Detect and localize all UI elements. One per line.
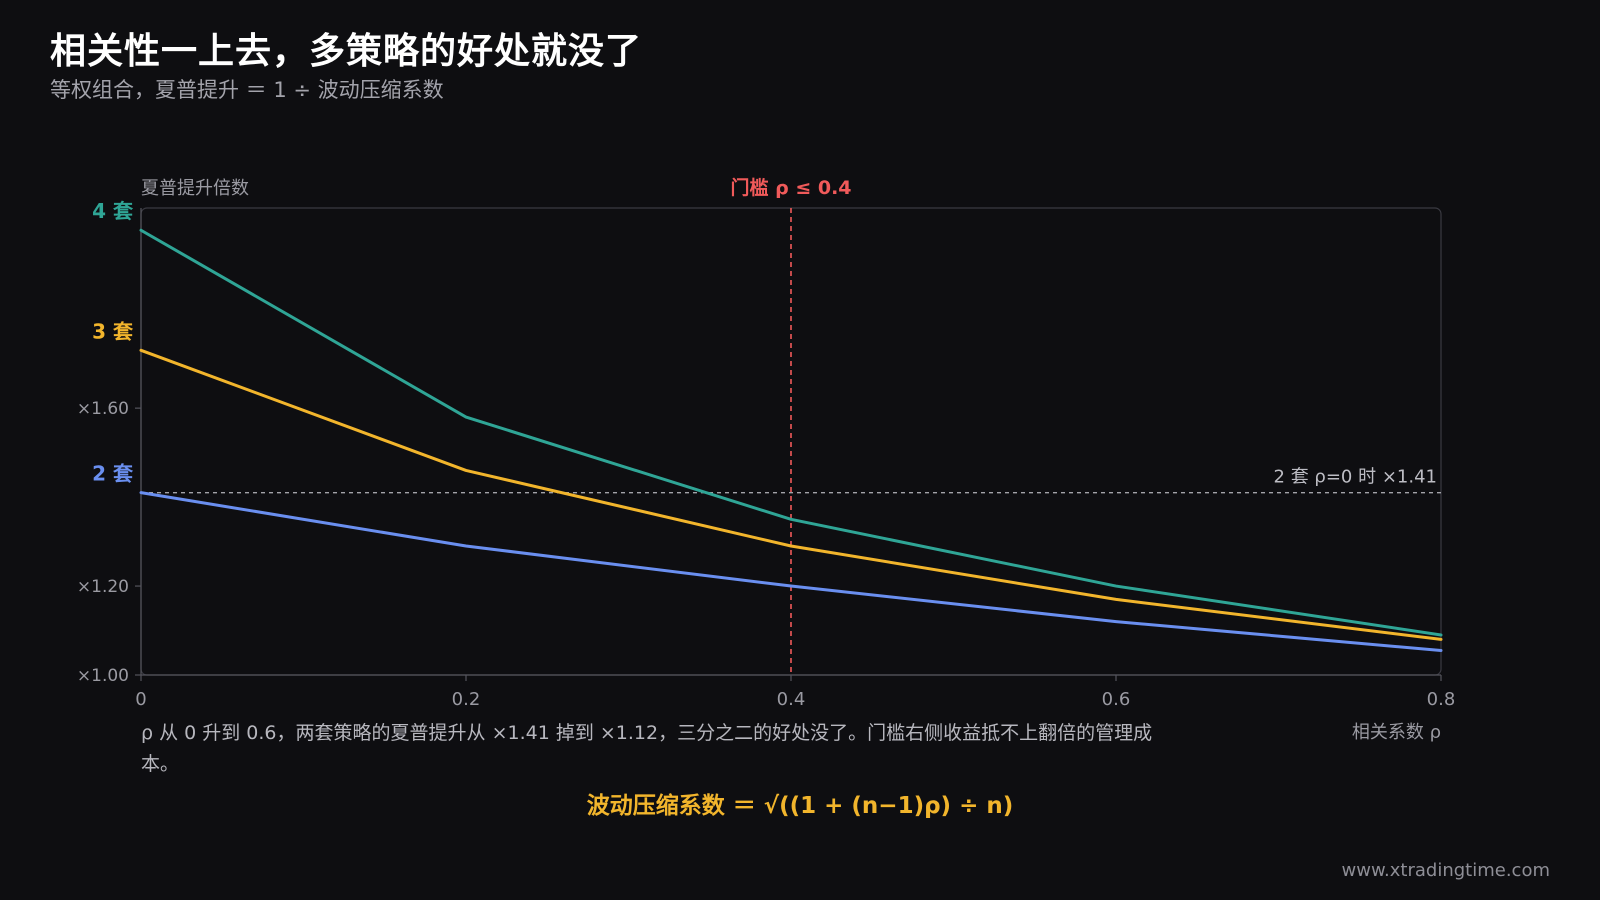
- page-subtitle: 等权组合，夏普提升 ＝ 1 ÷ 波动压缩系数: [50, 78, 444, 102]
- series-line-3: [139, 491, 1443, 653]
- x-tick-label: 0: [135, 689, 146, 710]
- series-label-2: 3 套: [92, 319, 133, 343]
- baseline-reference-label: 2 套 ρ=0 时 ×1.41: [1274, 467, 1437, 488]
- labels-layer: 4 套 3 套 2 套: [92, 199, 133, 485]
- series-label-3: 2 套: [92, 462, 133, 486]
- page-title: 相关性一上去，多策略的好处就没了: [50, 31, 643, 72]
- y-tick-label: ×1.00: [77, 666, 129, 686]
- chart-note: ρ 从 0 升到 0.6，两套策略的夏普提升从 ×1.41 掉到 ×1.12，三…: [141, 722, 1153, 775]
- x-tick-label: 0.8: [1427, 689, 1456, 710]
- series-line-2: [139, 348, 1443, 641]
- y-tick-label: ×1.60: [77, 399, 129, 419]
- x-tick-label: 0.4: [777, 689, 806, 710]
- threshold-label: 门槛 ρ ≤ 0.4: [730, 176, 851, 199]
- y-tick-label: ×1.20: [77, 577, 129, 597]
- series-label-1: 4 套: [92, 199, 133, 223]
- x-tick-label: 0.6: [1102, 689, 1131, 710]
- x-axis-label: 相关系数 ρ: [1352, 722, 1441, 743]
- formula: 波动压缩系数 ＝ √((1 + (n−1)ρ) ÷ n): [586, 793, 1014, 819]
- footer-url: www.xtradingtime.com: [1341, 860, 1550, 881]
- series-line-1: [139, 228, 1443, 637]
- y-axis-label: 夏普提升倍数: [141, 178, 249, 199]
- reference-lines: 门槛 ρ ≤ 0.4 2 套 ρ=0 时 ×1.41: [141, 176, 1441, 675]
- series-layer: [139, 228, 1443, 653]
- x-tick-label: 0.2: [452, 689, 481, 710]
